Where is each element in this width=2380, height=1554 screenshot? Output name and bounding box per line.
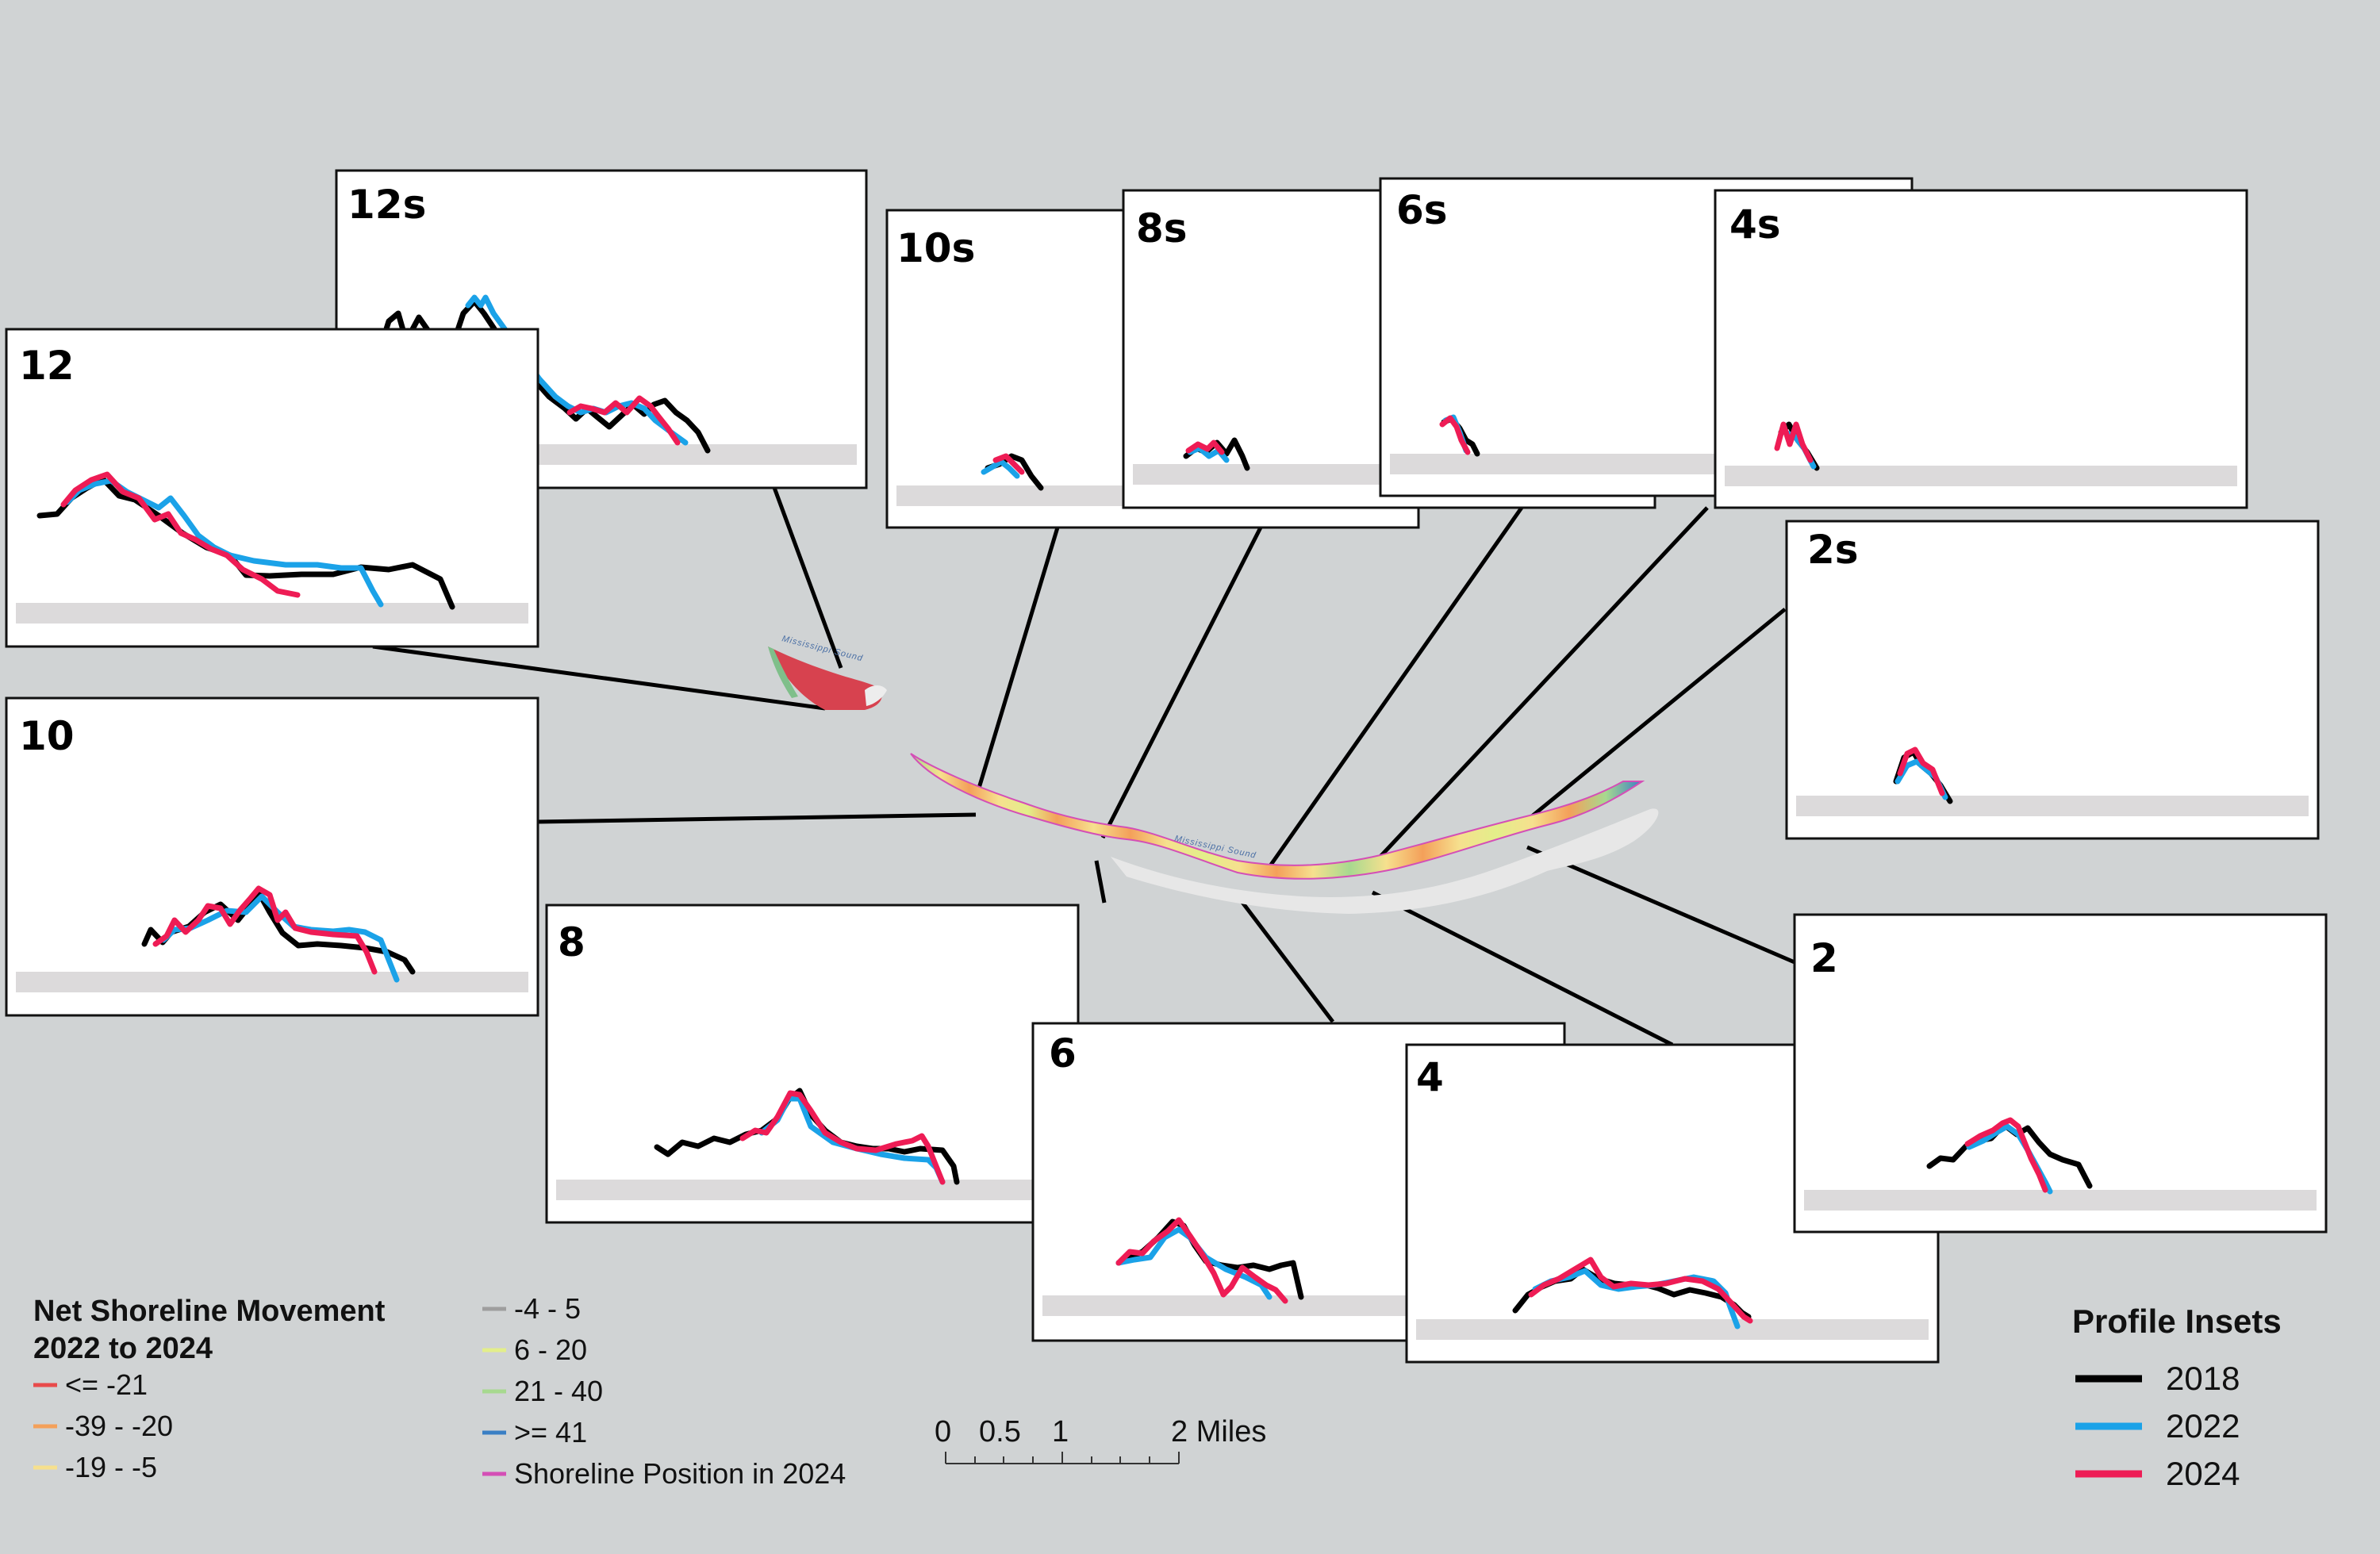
inset-label: 2s (1807, 527, 1859, 573)
scale-bar-line (945, 1452, 1180, 1464)
inset-frame (545, 904, 1080, 1224)
legend-item: >= 41 (482, 1416, 587, 1448)
inset-label: 6s (1396, 187, 1448, 233)
connector-2 (1526, 845, 1795, 965)
inset-label: 8s (1136, 205, 1188, 251)
connector-10s (975, 527, 1060, 794)
connector-4 (1371, 890, 1674, 1047)
profile-legend-label: 2022 (2166, 1407, 2240, 1445)
inset-ground-bar (16, 603, 528, 624)
inset-label: 4 (1416, 1054, 1444, 1100)
scale-tick-0: 0 (935, 1415, 951, 1448)
inset-2s: 2s (1785, 520, 2320, 840)
legend-item-label: -39 - -20 (65, 1410, 173, 1442)
inset-frame (1714, 189, 2248, 509)
profile-line-2024 (60, 471, 301, 598)
inset-8: 8 (545, 904, 1080, 1224)
profile-line-2024 (1185, 439, 1225, 455)
inset-ground-bar (16, 972, 528, 992)
profile-line-2024 (1115, 1217, 1288, 1304)
connector-8s (1100, 524, 1264, 839)
profile-line-2024 (1964, 1117, 2048, 1193)
profile-line-2022 (160, 893, 400, 983)
inset-label: 12s (347, 182, 426, 228)
profile-legend-item: 2022 (2075, 1407, 2240, 1445)
inset-ground-bar (1804, 1190, 2317, 1211)
inset-label: 10 (19, 713, 75, 759)
inset-10: 10 (5, 696, 539, 1017)
profile-line-2024 (1897, 746, 1945, 796)
legend-item-label: Shoreline Position in 2024 (514, 1457, 846, 1490)
profile-line-2022 (465, 294, 689, 446)
inset-4s: 4s (1714, 189, 2248, 509)
legend-item: 21 - 40 (482, 1375, 603, 1407)
inset-ground-bar (1725, 466, 2237, 486)
island-landmass (1111, 808, 1659, 914)
connector-lines (372, 485, 1795, 1047)
legend-title-line2: 2022 to 2024 (33, 1332, 213, 1365)
profile-line-2024 (152, 885, 378, 975)
connector-6s (1263, 506, 1524, 874)
inset-label: 12 (19, 343, 75, 389)
inset-label: 2 (1810, 935, 1838, 981)
profile-legend-label: 2024 (2166, 1455, 2240, 1492)
inset-ground-bar (1416, 1319, 1929, 1340)
connector-2s (1518, 608, 1787, 828)
inset-12: 12 (5, 328, 539, 648)
west-island-shoreline-change (768, 647, 882, 710)
connector-8 (1094, 860, 1107, 904)
scale-tick-1: 1 (1052, 1415, 1069, 1448)
profile-legend-label: 2018 (2166, 1360, 2240, 1397)
profile-line-2024 (1774, 421, 1814, 463)
legend-item: Shoreline Position in 2024 (482, 1457, 846, 1490)
inset-label: 6 (1049, 1030, 1077, 1076)
scale-tick-0-5: 0.5 (979, 1415, 1021, 1448)
profile-insets: 12s 12 10s 8s 6s 4s 2s 10 8 6 4 2 (5, 169, 2328, 1364)
legend-item-label: -4 - 5 (514, 1292, 581, 1325)
island-shoreline-change-band (910, 753, 1645, 880)
connector-12s (771, 485, 843, 669)
legend-item-label: >= 41 (514, 1416, 587, 1448)
inset-label: 8 (558, 919, 585, 965)
legend-profile-title: Profile Insets (2072, 1303, 2282, 1340)
profile-line-2024 (739, 1090, 946, 1185)
legend-title-line1: Net Shoreline Movement (33, 1295, 386, 1328)
scale-tick-2-miles: 2 Miles (1171, 1415, 1266, 1448)
inset-2: 2 (1793, 913, 2328, 1234)
legend-profile-insets: Profile Insets 2018 2022 2024 (2072, 1303, 2282, 1492)
legend-item: 6 - 20 (482, 1333, 587, 1366)
legend-item: -19 - -5 (33, 1451, 157, 1483)
inset-frame (5, 696, 539, 1017)
profile-legend-item: 2018 (2075, 1360, 2240, 1397)
inset-frame (1785, 520, 2320, 840)
profile-line-2022 (981, 459, 1020, 479)
connector-4s (1375, 506, 1709, 862)
connector-10 (536, 812, 977, 824)
legend-item-label: 21 - 40 (514, 1375, 603, 1407)
inset-label: 4s (1729, 201, 1781, 247)
profile-line-2024 (566, 395, 681, 446)
profile-line-2024 (1528, 1257, 1753, 1324)
legend-item-label: -19 - -5 (65, 1451, 157, 1483)
inset-label: 10s (896, 225, 975, 271)
profile-line-2024 (992, 453, 1025, 475)
legend-item: -39 - -20 (33, 1410, 173, 1442)
connector-12 (372, 644, 826, 711)
legend-net-shoreline-movement: Net Shoreline Movement 2022 to 2024 <= -… (33, 1292, 846, 1490)
inset-ground-bar (556, 1180, 1069, 1200)
legend-item: <= -21 (33, 1368, 148, 1401)
legend-item: -4 - 5 (482, 1292, 581, 1325)
profile-line-2024 (1439, 415, 1471, 455)
scale-bar: 0 0.5 1 2 Miles (935, 1415, 1266, 1464)
profile-legend-item: 2024 (2075, 1455, 2240, 1492)
connector-6 (1232, 889, 1334, 1023)
profile-line-2018 (374, 298, 711, 454)
inset-frame (1793, 913, 2328, 1234)
inset-ground-bar (1796, 796, 2309, 816)
legend-item-label: 6 - 20 (514, 1333, 587, 1366)
legend-item-label: <= -21 (65, 1368, 148, 1401)
